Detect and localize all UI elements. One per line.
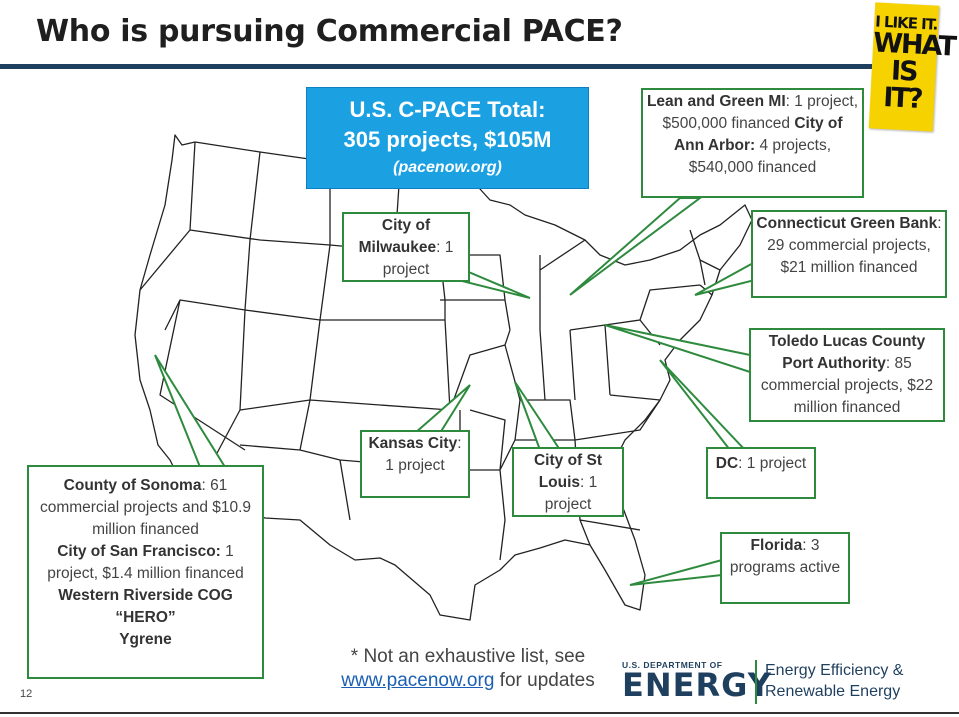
dc-text: : 1 project (738, 455, 807, 472)
total-line-3: (pacenow.org) (393, 159, 502, 176)
california-name-4: Ygrene (119, 631, 172, 648)
milwaukee-text: : 1 project (382, 239, 454, 278)
callout-st-louis: City of St Louis: 1 project (512, 447, 624, 517)
logo-divider (755, 660, 757, 704)
footnote-line-2: for updates (494, 670, 595, 691)
kansas-name: Kansas City (368, 435, 458, 452)
footnote: * Not an exhaustive list, see www.paceno… (318, 645, 618, 693)
stlouis-name: City of St Louis (533, 452, 603, 491)
stlouis-text: : 1 project (544, 474, 598, 513)
michigan-text-2: 4 projects, $540,000 financed (688, 137, 832, 176)
california-name-1: County of Sonoma (63, 477, 202, 494)
callout-michigan: Lean and Green MI: 1 project, $500,000 f… (641, 88, 864, 198)
callout-kansas-city: Kansas City: 1 project (360, 430, 470, 498)
california-name-2: City of San Francisco: (57, 543, 221, 560)
doe-logo: U.S. DEPARTMENT OF ENERGY (622, 660, 772, 704)
california-text-2: 1 project, $1.4 million financed (47, 543, 244, 582)
callout-florida: Florida: 3 programs active (720, 532, 850, 604)
callout-pointer-michigan (569, 197, 704, 296)
california-name-3: Western Riverside COG “HERO” (58, 587, 233, 626)
michigan-text-1: : 1 project, $500,000 financed (662, 93, 859, 132)
footnote-line-1: * Not an exhaustive list, see (350, 646, 586, 667)
kansas-text: : 1 project (385, 435, 462, 474)
eere-logo: Energy Efficiency & Renewable Energy (765, 660, 903, 702)
total-line-1: U.S. C-PACE Total: (349, 97, 546, 122)
milwaukee-name: City of Milwaukee (358, 217, 437, 256)
total-line-2: 305 projects, $105M (343, 127, 552, 152)
toledo-text: : 85 commercial projects, $22 million fi… (760, 355, 934, 416)
bottom-rule (0, 712, 959, 714)
page-number: 12 (20, 688, 33, 700)
toledo-name: Toledo Lucas County Port Authority (768, 333, 926, 372)
connecticut-text: : 29 commercial projects, $21 million fi… (767, 215, 942, 276)
callout-pointer-kansas (412, 384, 471, 434)
callout-dc: DC: 1 project (706, 447, 816, 499)
eere-line-1: Energy Efficiency & (765, 662, 904, 679)
california-text-1: : 61 commercial projects and $10.9 milli… (39, 477, 252, 538)
connecticut-name: Connecticut Green Bank (756, 215, 938, 232)
callout-connecticut: Connecticut Green Bank: 29 commercial pr… (751, 210, 947, 298)
callout-pointer-toledo (604, 324, 751, 374)
page-title: Who is pursuing Commercial PACE? (36, 14, 623, 49)
pacenow-link[interactable]: www.pacenow.org (341, 670, 495, 691)
michigan-name-1: Lean and Green MI (646, 93, 786, 110)
callout-pointer-california (154, 354, 227, 468)
title-rule (0, 64, 872, 69)
florida-text: : 3 programs active (729, 537, 841, 576)
dc-name: DC (715, 455, 739, 472)
total-box: U.S. C-PACE Total: 305 projects, $105M (… (306, 87, 589, 189)
callout-pointer-dc (659, 359, 748, 451)
doe-logo-small: U.S. DEPARTMENT OF (622, 660, 723, 670)
eere-line-2: Renewable Energy (765, 683, 901, 700)
callout-milwaukee: City of Milwaukee: 1 project (342, 212, 470, 282)
florida-name: Florida (750, 537, 803, 554)
doe-logo-big: ENERGY (622, 666, 772, 704)
callout-california: County of Sonoma: 61 commercial projects… (27, 465, 264, 679)
callout-toledo: Toledo Lucas County Port Authority: 85 c… (749, 328, 945, 422)
michigan-name-2: City of Ann Arbor: (673, 115, 843, 154)
